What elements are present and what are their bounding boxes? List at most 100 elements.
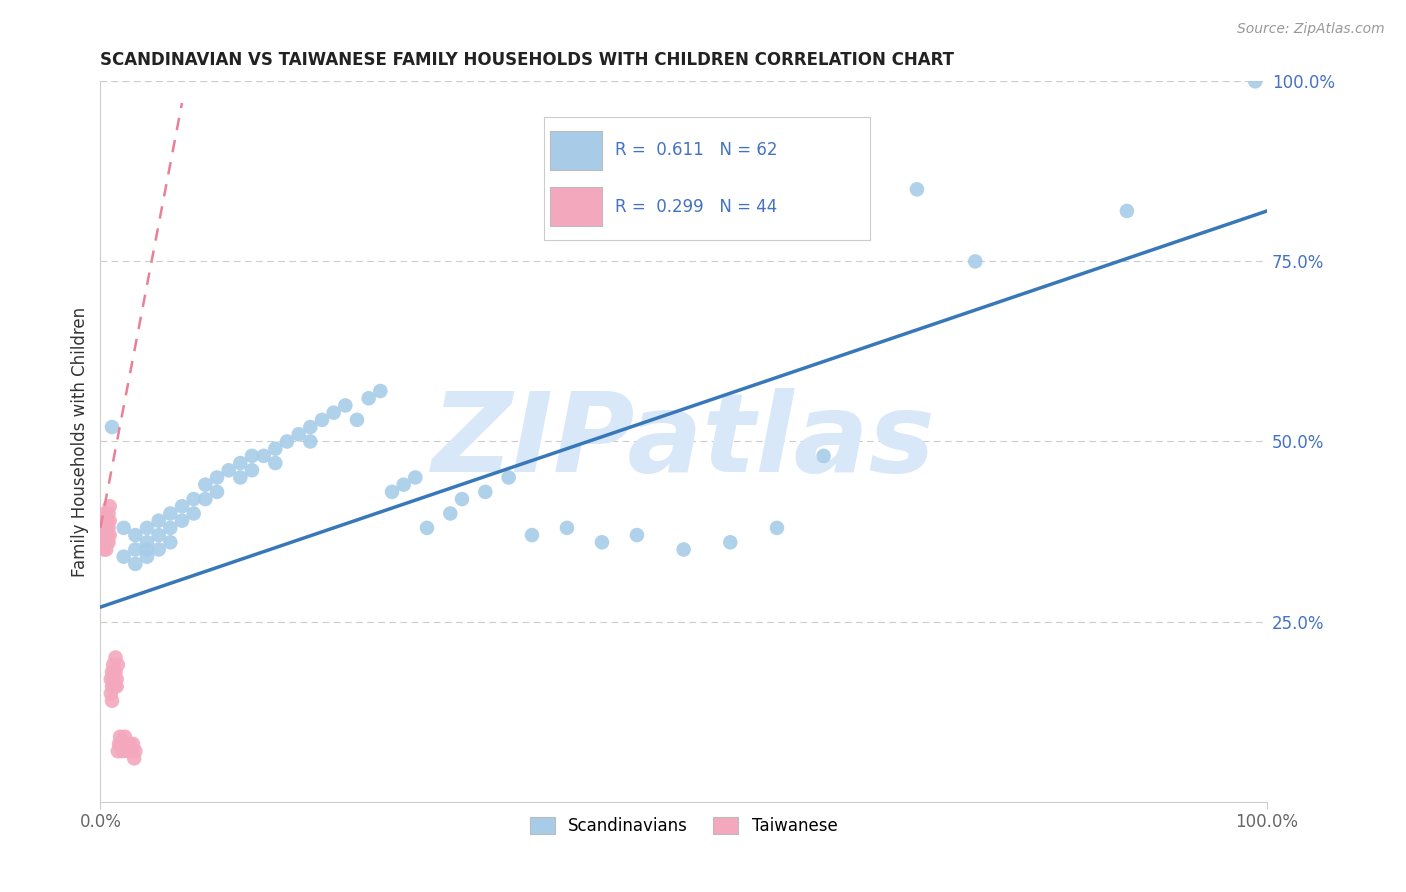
Point: [103, 665, 125, 679]
Point: [451, 492, 474, 507]
Point: [114, 730, 136, 744]
Point: [124, 528, 146, 542]
Point: [368, 384, 391, 398]
Point: [626, 528, 648, 542]
Point: [555, 521, 578, 535]
Point: [159, 507, 181, 521]
Point: [159, 521, 181, 535]
Point: [96, 542, 118, 557]
Point: [159, 535, 181, 549]
Point: [110, 737, 132, 751]
Point: [100, 672, 122, 686]
Legend: Scandinavians, Taiwanese: Scandinavians, Taiwanese: [522, 809, 845, 844]
Point: [229, 456, 252, 470]
Point: [122, 751, 145, 765]
Point: [1244, 74, 1267, 88]
Point: [96, 528, 118, 542]
Point: [148, 514, 170, 528]
Point: [392, 477, 415, 491]
Point: [96, 535, 118, 549]
Point: [591, 535, 613, 549]
Point: [94, 528, 117, 542]
Point: [107, 657, 129, 672]
Point: [136, 535, 159, 549]
Point: [124, 557, 146, 571]
Point: [93, 521, 115, 535]
Point: [346, 413, 368, 427]
Point: [115, 737, 138, 751]
Point: [240, 463, 263, 477]
Point: [205, 470, 228, 484]
Point: [299, 434, 322, 449]
Point: [1116, 204, 1139, 219]
Point: [813, 449, 835, 463]
Point: [98, 500, 121, 514]
Point: [416, 521, 439, 535]
Point: [97, 535, 120, 549]
Point: [264, 456, 287, 470]
Point: [766, 521, 789, 535]
Point: [107, 744, 129, 758]
Point: [104, 650, 127, 665]
Point: [170, 514, 193, 528]
Point: [97, 507, 120, 521]
Point: [148, 528, 170, 542]
Point: [101, 694, 124, 708]
Point: [124, 744, 146, 758]
Point: [98, 528, 121, 542]
Point: [183, 492, 205, 507]
Point: [118, 737, 141, 751]
Point: [96, 521, 118, 535]
Point: [322, 406, 344, 420]
Point: [229, 470, 252, 484]
Point: [381, 484, 404, 499]
Point: [194, 477, 217, 491]
Point: [94, 507, 117, 521]
Point: [93, 542, 115, 557]
Point: [148, 542, 170, 557]
Point: [905, 182, 928, 196]
Y-axis label: Family Households with Children: Family Households with Children: [72, 306, 89, 576]
Point: [194, 492, 217, 507]
Point: [205, 484, 228, 499]
Point: [103, 679, 125, 693]
Point: [136, 549, 159, 564]
Point: [103, 657, 125, 672]
Point: [104, 665, 127, 679]
Point: [108, 730, 131, 744]
Point: [299, 420, 322, 434]
Point: [98, 514, 121, 528]
Point: [112, 737, 135, 751]
Point: [672, 542, 695, 557]
Point: [96, 535, 118, 549]
Point: [404, 470, 426, 484]
Point: [240, 449, 263, 463]
Point: [101, 420, 124, 434]
Point: [520, 528, 543, 542]
Point: [276, 434, 298, 449]
Point: [101, 665, 124, 679]
Point: [96, 514, 118, 528]
Point: [170, 500, 193, 514]
Point: [101, 679, 124, 693]
Point: [965, 254, 987, 268]
Point: [439, 507, 461, 521]
Point: [136, 521, 159, 535]
Point: [97, 521, 120, 535]
Point: [718, 535, 741, 549]
Point: [498, 470, 520, 484]
Point: [112, 521, 135, 535]
Point: [136, 542, 159, 557]
Point: [121, 744, 143, 758]
Point: [124, 542, 146, 557]
Text: ZIPatlas: ZIPatlas: [432, 388, 935, 495]
Point: [474, 484, 496, 499]
Point: [112, 549, 135, 564]
Point: [287, 427, 309, 442]
Point: [218, 463, 240, 477]
Point: [105, 672, 128, 686]
Point: [264, 442, 287, 456]
Point: [357, 391, 380, 405]
Point: [111, 744, 134, 758]
Point: [122, 737, 145, 751]
